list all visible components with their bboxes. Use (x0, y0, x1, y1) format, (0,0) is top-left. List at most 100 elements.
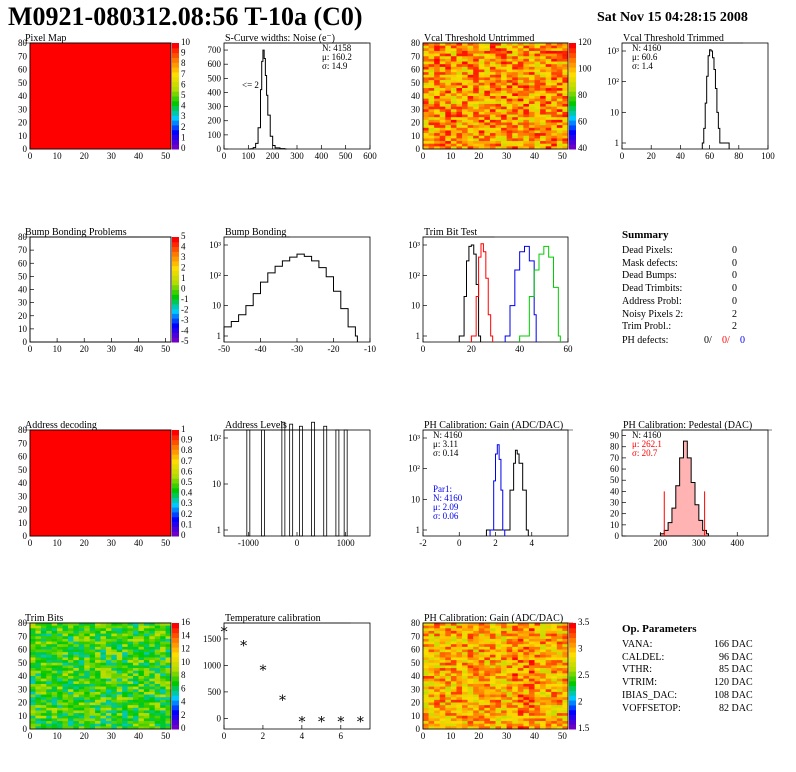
map-cell (551, 77, 558, 81)
map-cell (473, 88, 480, 91)
map-cell (116, 691, 123, 695)
map-cell (528, 56, 535, 60)
map-cell (501, 61, 507, 65)
map-cell (523, 668, 530, 671)
map-cell (40, 662, 47, 666)
map-cell (467, 630, 474, 634)
map-cell (506, 103, 513, 107)
map-cell (445, 657, 452, 661)
map-cell (462, 683, 468, 687)
map-cell (40, 657, 47, 661)
map-cell (100, 723, 107, 727)
map-cell (528, 723, 535, 727)
map-cell (556, 665, 563, 669)
map-cell (439, 69, 446, 73)
map-cell (556, 143, 563, 147)
map-cell (512, 114, 519, 118)
map-cell (30, 683, 36, 687)
color-scale-cell (569, 637, 576, 643)
map-cell (100, 660, 107, 664)
map-cell (489, 48, 496, 52)
map-cell (138, 726, 145, 730)
map-cell (534, 715, 541, 719)
y-tick-label: 70 (18, 631, 28, 641)
param-label: VOFFSETOP: (622, 702, 681, 714)
map-cell (116, 652, 123, 656)
map-cell (127, 654, 134, 658)
map-cell (78, 691, 85, 695)
map-cell (143, 630, 150, 634)
map-cell (517, 133, 524, 137)
map-cell (562, 670, 569, 674)
map-cell (35, 630, 42, 634)
map-cell (62, 636, 69, 640)
map-cell (57, 676, 63, 679)
map-cell (478, 77, 485, 81)
map-cell (456, 146, 463, 150)
map-cell (478, 96, 485, 99)
map-cell (534, 710, 541, 714)
map-cell (67, 702, 74, 706)
map-cell (67, 633, 74, 637)
map-cell (478, 138, 485, 142)
map-cell (484, 713, 491, 717)
map-cell (40, 678, 47, 682)
map-cell (100, 646, 107, 650)
map-cell (528, 96, 535, 99)
map-cell (450, 694, 457, 698)
map-cell (46, 686, 52, 690)
y-tick-label: 10 (610, 107, 620, 117)
summary-title: Summary (622, 229, 669, 241)
hist-line (701, 49, 730, 149)
map-cell (551, 657, 558, 661)
map-cell (517, 85, 524, 89)
color-scale-cell (172, 270, 179, 276)
x-tick-label: 0 (28, 151, 33, 161)
map-cell (478, 715, 485, 719)
map-cell (133, 625, 139, 629)
map-cell (523, 43, 530, 46)
map-cell (428, 130, 435, 134)
map-cell (116, 699, 123, 703)
map-cell (551, 726, 558, 730)
map-cell (67, 673, 74, 677)
color-scale-label: 0.1 (181, 519, 192, 529)
map-cell (450, 133, 457, 137)
map-cell (434, 125, 441, 129)
map-cell (456, 43, 463, 46)
map-cell (489, 654, 496, 658)
map-cell (528, 657, 535, 661)
param-value: 120 DAC (714, 677, 753, 689)
map-cell (456, 689, 463, 693)
map-cell (105, 710, 112, 714)
map-cell (73, 630, 80, 634)
map-cell (467, 670, 474, 674)
map-cell (73, 683, 80, 687)
map-cell (562, 668, 569, 671)
map-cell (484, 691, 491, 695)
map-cell (495, 673, 502, 677)
map-cell (111, 657, 118, 661)
map-cell (116, 660, 123, 664)
map-cell (100, 644, 107, 648)
map-cell (84, 683, 90, 687)
map-cell (78, 670, 85, 674)
map-cell (116, 723, 123, 727)
map-cell (523, 74, 530, 78)
x-tick-label: -2 (419, 538, 427, 548)
map-cell (506, 82, 513, 86)
map-cell (450, 61, 457, 65)
color-scale-cell (172, 57, 179, 63)
map-cell (489, 125, 496, 129)
map-cell (73, 636, 80, 640)
map-cell (35, 681, 42, 685)
map-cell (160, 689, 166, 693)
map-cell (445, 61, 452, 65)
map-cell (495, 103, 502, 107)
map-cell (517, 726, 524, 730)
map-cell (512, 90, 519, 94)
map-cell (551, 43, 558, 46)
map-cell (89, 646, 96, 650)
map-cell (456, 630, 463, 634)
map-cell (95, 707, 101, 711)
